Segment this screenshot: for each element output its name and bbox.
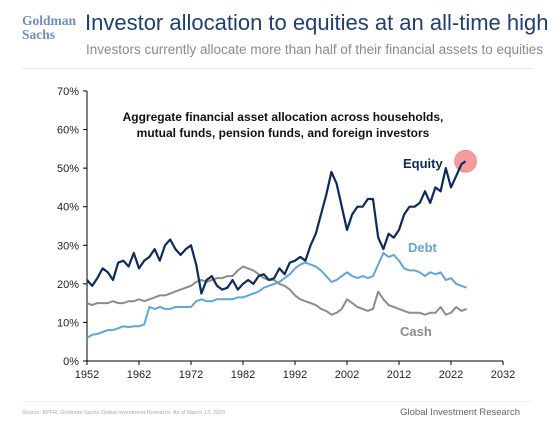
x-tick-label: 2002 (335, 369, 359, 381)
series-label-cash: Cash (400, 324, 432, 339)
chart-title-line-2: mutual funds, pension funds, and foreign… (137, 126, 430, 140)
logo-line-1: Goldman (22, 13, 77, 28)
series-label-equity: Equity (403, 156, 443, 171)
series-labels: Equity Debt Cash (400, 156, 443, 339)
x-tick-label: 2012 (387, 369, 411, 381)
series-line-equity (86, 160, 467, 295)
series-group (86, 149, 477, 339)
x-tick-label: 2022 (439, 369, 463, 381)
footer-divider (22, 401, 532, 402)
x-tick-label: 1992 (283, 369, 307, 381)
header-divider (22, 68, 532, 69)
x-tick-label: 1972 (179, 369, 203, 381)
chart-title-line-1: Aggregate financial asset allocation acr… (123, 110, 444, 124)
page-subtitle: Investors currently allocate more than h… (86, 42, 543, 57)
y-tick-label: 20% (57, 279, 79, 291)
source-note: Source: EPFR, Goldman Sachs Global Inves… (22, 410, 226, 416)
x-tick-label: 2032 (491, 369, 515, 381)
y-tick-label: 0% (63, 356, 79, 368)
x-tick-label: 1952 (75, 369, 99, 381)
page-title: Investor allocation to equities at an al… (85, 10, 549, 35)
goldman-sachs-logo: Goldman Sachs (22, 14, 76, 42)
footer-brand-text: Global Investment Research (400, 407, 520, 418)
x-tick-label: 1962 (127, 369, 151, 381)
series-label-debt: Debt (408, 240, 438, 255)
y-tick-label: 60% (57, 125, 79, 137)
tick-group: 0% 10% 20% 30% 40% 50% 60% 70% 1952 1962 1972 1982 1… (57, 86, 515, 381)
x-tick-label: 1982 (231, 369, 255, 381)
y-tick-label: 40% (57, 202, 79, 214)
y-tick-label: 10% (57, 317, 79, 329)
y-tick-label: 70% (57, 86, 79, 98)
logo-line-2: Sachs (22, 27, 56, 42)
y-tick-label: 50% (57, 163, 79, 175)
series-line-debt (86, 252, 467, 339)
y-tick-label: 30% (57, 240, 79, 252)
